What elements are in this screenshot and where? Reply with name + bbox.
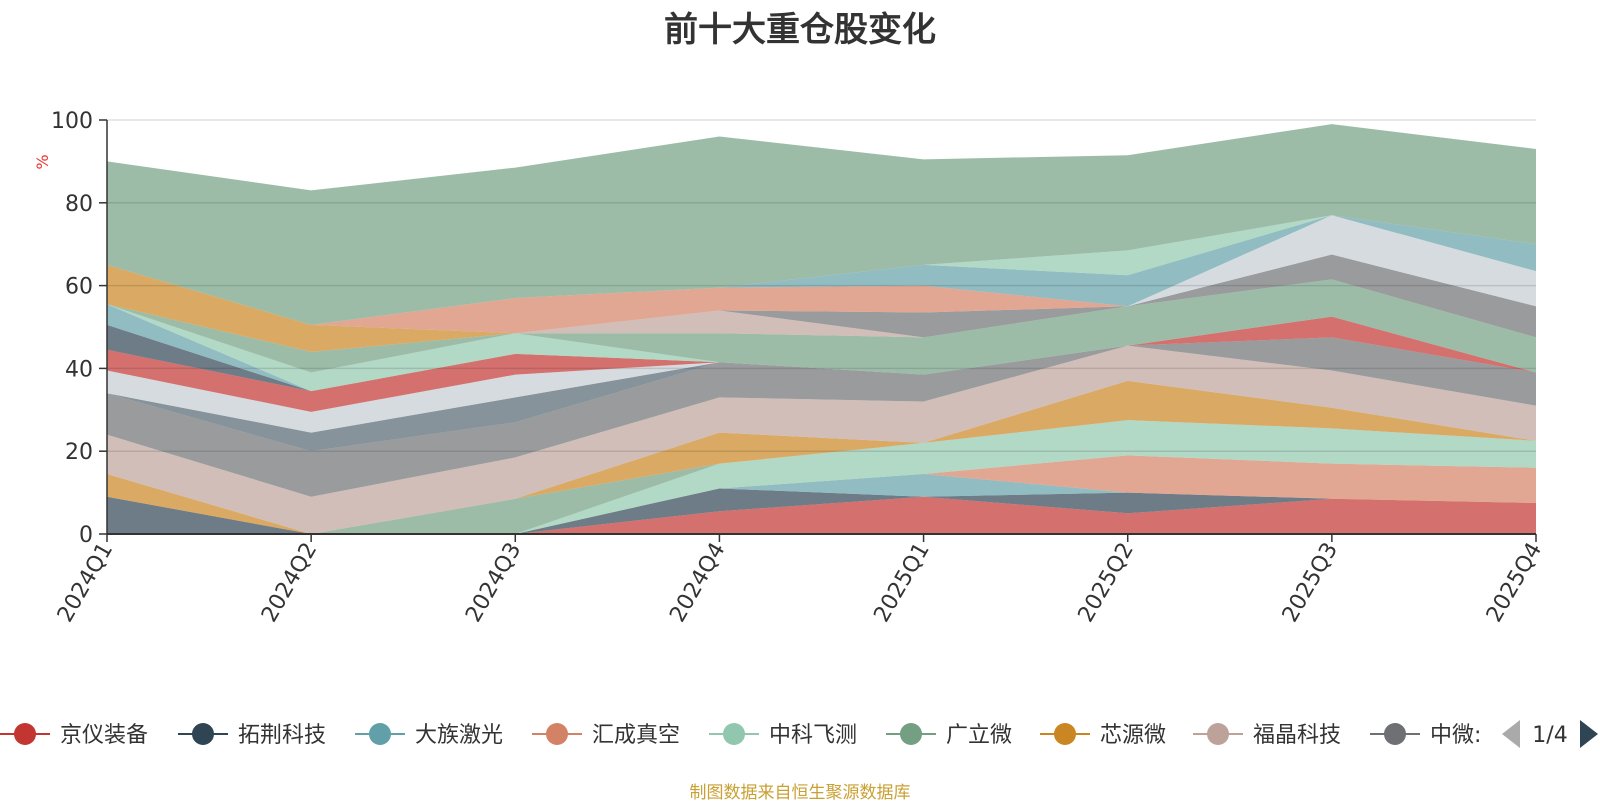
legend-marker-7 <box>1207 723 1229 745</box>
legend-marker-6 <box>1054 723 1076 745</box>
legend-marker-8 <box>1384 723 1406 745</box>
legend-marker-5 <box>900 723 922 745</box>
legend-item-6[interactable]: 芯源微 <box>1040 723 1166 748</box>
area-series-23 <box>107 124 1536 325</box>
legend-marker-3 <box>546 723 568 745</box>
area-series-2 <box>107 473 1536 534</box>
source-note: 制图数据来自恒生聚源数据库 <box>689 783 911 803</box>
y-tick-label-4: 80 <box>65 192 93 217</box>
area-series-18 <box>107 254 1536 338</box>
legend-label-7: 福晶科技 <box>1253 723 1341 748</box>
area-series-19 <box>107 215 1536 334</box>
legend-label-6: 芯源微 <box>1100 723 1166 748</box>
area-series-21 <box>107 215 1536 325</box>
y-tick-label-1: 20 <box>65 440 93 465</box>
areas-layer <box>107 124 1536 534</box>
legend-label-0: 京仪装备 <box>60 723 148 748</box>
x-tick-label-5: 2025Q2 <box>1074 539 1139 627</box>
area-series-9 <box>107 337 1536 452</box>
area-series-1 <box>107 488 1536 534</box>
x-tick-label-6: 2025Q3 <box>1278 539 1343 627</box>
area-series-0 <box>107 496 1536 534</box>
legend-item-4[interactable]: 中科飞测 <box>709 723 857 748</box>
legend-page-indicator: 1/4 <box>1532 723 1567 748</box>
area-series-11 <box>107 316 1536 412</box>
legend-next-page-icon[interactable] <box>1580 720 1598 748</box>
area-series-6 <box>107 380 1536 534</box>
legend-prev-page-icon[interactable] <box>1502 720 1520 748</box>
legend-item-2[interactable]: 大族激光 <box>355 723 503 748</box>
x-tick-label-2: 2024Q3 <box>461 539 526 627</box>
y-tick-label-5: 100 <box>51 109 93 134</box>
x-tick-label-0: 2024Q1 <box>53 539 118 627</box>
x-tick-label-4: 2025Q1 <box>869 539 934 627</box>
legend-item-7[interactable]: 福晶科技 <box>1193 723 1341 748</box>
legend-item-8[interactable]: 中微: <box>1370 723 1481 748</box>
legend-label-3: 汇成真空 <box>592 723 680 748</box>
grid-layer <box>107 119 1536 452</box>
legend-marker-1 <box>192 723 214 745</box>
x-tick-label-3: 2024Q4 <box>665 539 730 627</box>
legend-marker-2 <box>369 723 391 745</box>
legend-label-8: 中微: <box>1430 723 1481 748</box>
chart-title: 前十大重仓股变化 <box>664 10 936 50</box>
y-tick-label-3: 60 <box>65 275 93 300</box>
legend: 京仪装备 拓荆科技 大族激光 汇成真空 中科飞测 广立微 芯源微 福晶科技 中微: 1/4 <box>0 720 1598 748</box>
legend-marker-4 <box>723 723 745 745</box>
area-series-4 <box>107 420 1536 534</box>
area-series-22 <box>107 215 1536 325</box>
area-series-8 <box>107 337 1536 497</box>
y-tick-label-0: 0 <box>79 523 93 548</box>
y-tick-label-2: 40 <box>65 357 93 382</box>
x-tick-label-7: 2025Q4 <box>1482 539 1547 627</box>
y-axis-unit-label: % <box>33 154 52 169</box>
legend-marker-0 <box>14 723 36 745</box>
x-tick-label-1: 2024Q2 <box>257 539 322 627</box>
legend-label-5: 广立微 <box>946 723 1012 748</box>
area-series-15 <box>107 279 1536 375</box>
legend-item-1[interactable]: 拓荆科技 <box>178 723 326 748</box>
legend-item-5[interactable]: 广立微 <box>886 723 1012 748</box>
legend-item-3[interactable]: 汇成真空 <box>532 723 680 748</box>
legend-label-4: 中科飞测 <box>769 723 857 748</box>
legend-label-1: 拓荆科技 <box>238 723 326 748</box>
legend-label-2: 大族激光 <box>415 723 503 748</box>
area-series-3 <box>107 455 1536 534</box>
area-series-7 <box>107 345 1536 534</box>
legend-item-0[interactable]: 京仪装备 <box>0 723 148 748</box>
area-series-20 <box>107 215 1536 334</box>
